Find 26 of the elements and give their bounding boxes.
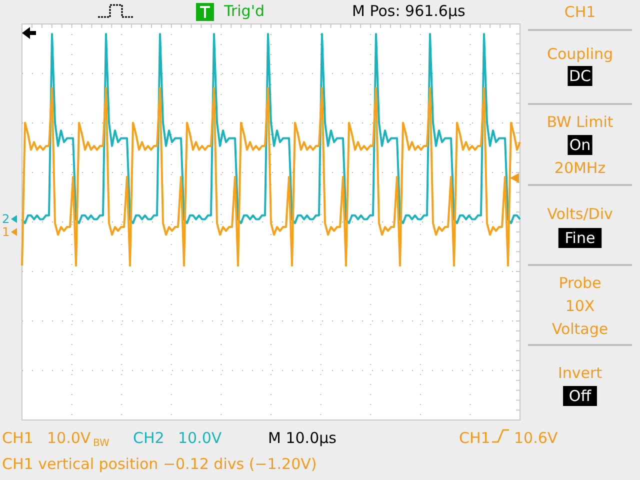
text: Trig'd <box>223 2 264 20</box>
text: 10.0V <box>47 429 92 447</box>
text: 10.0V <box>178 429 222 447</box>
text: Voltage <box>552 320 608 338</box>
text: CH2 <box>133 429 164 447</box>
text: 10.6V <box>514 429 558 447</box>
text: Fine <box>564 229 596 247</box>
text: CH1 <box>2 429 34 447</box>
text: BW Limit <box>546 113 614 131</box>
text: M 10.0µs <box>268 429 337 447</box>
text: Coupling <box>546 45 614 63</box>
text: 20MHz <box>554 159 606 177</box>
text: DC <box>568 67 592 85</box>
text: CH1 <box>459 429 490 447</box>
text: Invert <box>558 364 602 382</box>
text: On <box>569 136 591 154</box>
text: 1 <box>2 225 10 239</box>
text: M Pos: 961.6µs <box>352 2 466 20</box>
text: BW <box>93 438 110 449</box>
text: 10X <box>565 297 595 315</box>
text: 2 <box>2 212 10 226</box>
text: Volts/Div <box>547 205 614 223</box>
text: Probe <box>558 274 602 292</box>
text: Off <box>568 387 592 405</box>
text: CH1 vertical position −0.12 divs (−1.20V) <box>2 455 317 473</box>
text: CH1 <box>564 3 596 21</box>
